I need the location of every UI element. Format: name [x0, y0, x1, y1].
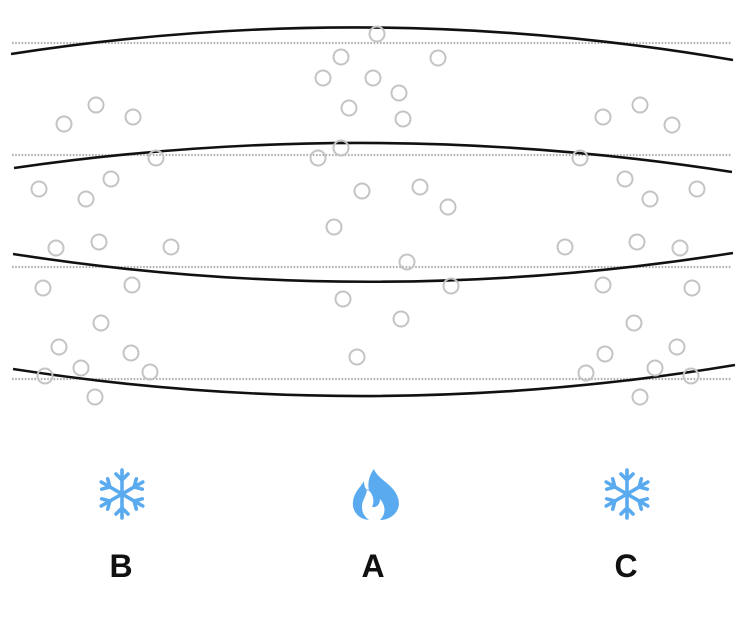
air-particle [594, 108, 612, 126]
air-particle [628, 233, 646, 251]
air-particle [353, 182, 371, 200]
air-particle [314, 69, 332, 87]
air-particle [398, 253, 416, 271]
air-particle [671, 239, 689, 257]
air-particle [631, 388, 649, 406]
air-particle [594, 276, 612, 294]
air-particle [123, 276, 141, 294]
air-particle [663, 116, 681, 134]
air-particle [332, 48, 350, 66]
air-particle [631, 96, 649, 114]
air-particle [577, 364, 595, 382]
air-particle [348, 348, 366, 366]
region-label-c: C [614, 548, 638, 584]
air-particle [616, 170, 634, 188]
flame-icon [352, 469, 399, 520]
air-particle [625, 314, 643, 332]
air-particle [442, 277, 460, 295]
air-particle [364, 69, 382, 87]
layer-boundary [13, 141, 733, 174]
air-particle [683, 279, 701, 297]
region-label-a: A [361, 548, 385, 584]
region-label-b: B [109, 548, 133, 584]
air-particle [122, 344, 140, 362]
air-particle [72, 359, 90, 377]
snowflake-icon [99, 468, 145, 520]
air-particle [55, 115, 73, 133]
air-particle [682, 367, 700, 385]
air-particle [309, 149, 327, 167]
snowflake-icon [604, 468, 650, 520]
air-particle [334, 290, 352, 308]
air-particle [50, 338, 68, 356]
air-particle [411, 178, 429, 196]
reference-lines [12, 41, 732, 381]
air-particle [102, 170, 120, 188]
air-particle [394, 110, 412, 128]
air-particle [30, 180, 48, 198]
air-particle [147, 149, 165, 167]
air-particle [688, 180, 706, 198]
air-particle [668, 338, 686, 356]
air-particle [36, 367, 54, 385]
layer-boundary [12, 363, 736, 398]
air-particle [390, 84, 408, 102]
air-particle [571, 149, 589, 167]
air-particle [596, 345, 614, 363]
air-particle [90, 233, 108, 251]
air-particle [34, 279, 52, 297]
layer-boundaries [10, 26, 736, 398]
air-particle [556, 238, 574, 256]
air-particle [141, 363, 159, 381]
air-particles [30, 25, 706, 406]
air-particle [368, 25, 386, 43]
air-particle [340, 99, 358, 117]
air-particle [86, 388, 104, 406]
air-particle [92, 314, 110, 332]
air-particle [162, 238, 180, 256]
air-particle [87, 96, 105, 114]
layer-boundary [12, 251, 734, 284]
air-particle [641, 190, 659, 208]
air-particle [439, 198, 457, 216]
air-particle [429, 49, 447, 67]
air-particle [124, 108, 142, 126]
air-particle [47, 239, 65, 257]
air-particle [392, 310, 410, 328]
air-particle [646, 359, 664, 377]
air-particle [325, 218, 343, 236]
air-particle [77, 190, 95, 208]
air-particle [332, 139, 350, 157]
